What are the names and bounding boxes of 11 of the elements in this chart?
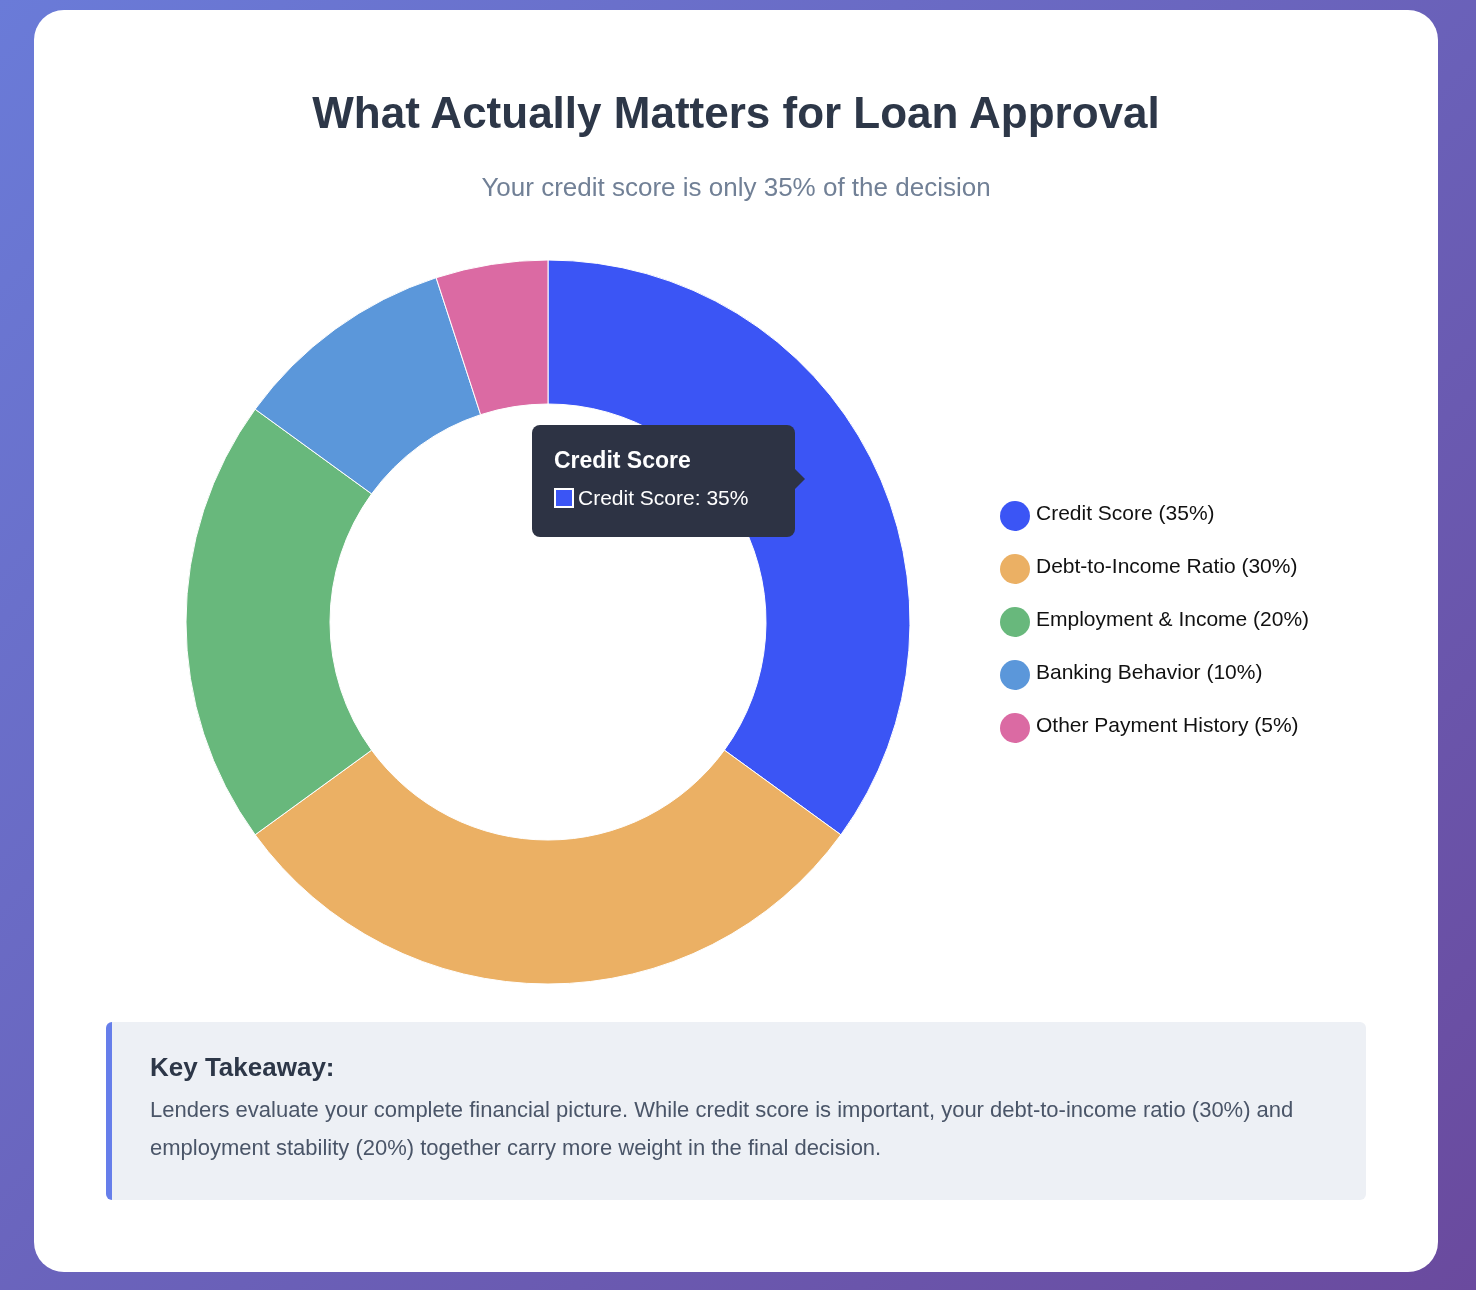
- legend-label: Other Payment History (5%): [1036, 712, 1299, 738]
- chart-title: What Actually Matters for Loan Approval: [311, 88, 1161, 138]
- text: Lenders evaluate your complete financial picture. While credit score is important, your debt-to-income ratio (30%) and employment stability (20%) together carry more weight in the final decision.: [150, 1096, 1295, 1162]
- chart-subtitle: Your credit score is only 35% of the decision: [480, 172, 992, 203]
- text: Credit Score: [554, 447, 692, 474]
- text: Credit Score: 35%: [578, 486, 749, 510]
- legend-label: Debt-to-Income Ratio (30%): [1036, 553, 1298, 579]
- legend-label: Credit Score (35%): [1036, 500, 1215, 526]
- legend-label: Employment & Income (20%): [1036, 606, 1310, 632]
- legend-label: Banking Behavior (10%): [1036, 659, 1263, 685]
- text: Key Takeaway:: [150, 1052, 336, 1083]
